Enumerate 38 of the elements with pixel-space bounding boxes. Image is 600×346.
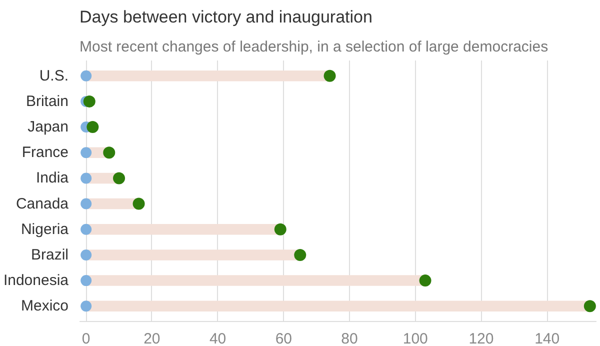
y-tick-label: Canada	[16, 195, 70, 212]
point	[80, 300, 92, 312]
point	[80, 172, 92, 184]
point	[80, 147, 92, 158]
point	[83, 95, 96, 108]
x-tick-label: 140	[534, 330, 560, 346]
x-tick-label: 40	[209, 330, 226, 346]
y-tick-label: Indonesia	[3, 272, 70, 290]
y-tick-label: Mexico	[20, 298, 69, 315]
x-tick-label: 120	[468, 330, 494, 346]
point	[80, 224, 92, 235]
chart-subtitle: Most recent changes of leadership, in a selection of large democracies	[80, 38, 548, 56]
x-tick-label: 20	[144, 330, 160, 346]
x-tick-label: 80	[341, 330, 358, 346]
y-tick-label: Britain	[26, 92, 69, 110]
y-tick-label: India	[36, 170, 70, 187]
y-tick-label: U.S.	[39, 67, 69, 84]
point	[80, 275, 92, 286]
point	[80, 249, 92, 260]
y-tick-label: Brazil	[30, 246, 69, 264]
point	[80, 198, 92, 210]
point	[584, 300, 596, 312]
point	[103, 146, 116, 159]
point	[419, 274, 432, 287]
point	[86, 121, 99, 134]
point	[324, 70, 336, 82]
y-tick-label: France	[22, 144, 69, 162]
point	[113, 172, 126, 184]
x-tick-label: 0	[82, 330, 90, 346]
x-tick-label: 60	[275, 330, 292, 346]
point	[80, 70, 92, 82]
y-tick-label: Nigeria	[20, 220, 70, 238]
point	[274, 223, 286, 236]
y-tick-label: Japan	[28, 118, 69, 136]
x-tick-label: 100	[402, 330, 428, 346]
point	[294, 248, 306, 261]
chart-title: Days between victory and inauguration	[80, 8, 372, 26]
point	[132, 198, 145, 210]
